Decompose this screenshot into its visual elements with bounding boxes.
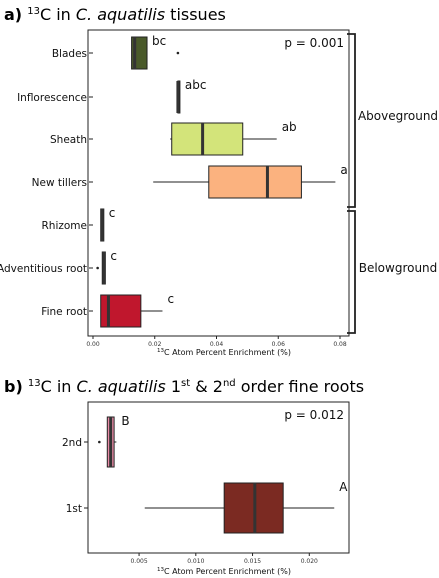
panel-a-boxes: bc abc ab a c c c [96, 34, 348, 328]
x-tick-label: 0.08 [333, 341, 347, 348]
significance-label-1st: A [339, 480, 348, 494]
panel-a-category-labels: Blades Inflorescence Sheath New tillers Rhiz… [0, 48, 93, 318]
panel-b-boxes: BA [98, 414, 348, 534]
panel-b-x-ticks: 0.005 0.010 0.015 0.020 [130, 553, 318, 565]
x-tick-label: 0.02 [148, 341, 162, 348]
box-new-tillers: a [153, 163, 348, 199]
panel-b-category-labels: 2nd 1st [62, 437, 88, 515]
category-label-inflorescence: Inflorescence [17, 92, 87, 104]
x-tick-label: 0.04 [210, 341, 224, 348]
panel-a-p-value: p = 0.001 [284, 36, 344, 50]
significance-label-inflorescence: abc [185, 78, 207, 92]
box-blades: bc [131, 34, 180, 70]
category-label-2nd: 2nd [62, 437, 82, 449]
outlier-point-blades [176, 51, 180, 55]
box-body-fine-root [100, 294, 142, 328]
significance-label-new-tillers: a [340, 163, 347, 177]
panel-a-x-axis-label: 13C Atom Percent Enrichment (%) [157, 348, 291, 357]
group-label-aboveground: Aboveground [358, 109, 438, 123]
panel-a-plot-area [87, 29, 350, 337]
significance-label-blades: bc [152, 34, 166, 48]
significance-label-sheath: ab [282, 120, 297, 134]
outlier-point-2nd [98, 440, 101, 444]
panel-a-x-ticks: 0.00 0.02 0.04 0.06 0.08 [86, 336, 347, 348]
box-rhizome: c [100, 206, 116, 242]
significance-label-rhizome: c [109, 206, 116, 220]
panel-a-title: a) 13C in C. aquatilis tissues [4, 5, 226, 24]
box-fine-root: c [100, 292, 174, 328]
category-label-adventitious-root: Adventitious root [0, 263, 87, 275]
category-label-rhizome: Rhizome [42, 220, 88, 232]
category-label-new-tillers: New tillers [32, 177, 87, 189]
category-label-blades: Blades [52, 48, 87, 60]
panel-b-plot-area [87, 401, 350, 554]
outlier-point-adventitious-root [96, 266, 99, 270]
panel-b-p-value: p = 0.012 [284, 408, 344, 422]
box-1st: A [144, 480, 348, 534]
box-body-sheath [171, 122, 244, 156]
panel-b-title: b) 13C in C. aquatilis 1st & 2nd order f… [4, 377, 364, 396]
box-adventitious-root: c [96, 249, 117, 285]
group-bracket-belowground: Belowground [347, 210, 438, 334]
category-label-1st: 1st [66, 503, 82, 515]
box-inflorescence: abc [176, 78, 207, 114]
significance-label-adventitious-root: c [110, 249, 117, 263]
x-tick-label: 0.020 [301, 558, 318, 565]
x-tick-label: 0.015 [244, 558, 261, 565]
group-bracket-aboveground: Aboveground [347, 33, 438, 208]
significance-label-fine-root: c [167, 292, 174, 306]
x-tick-label: 0.010 [187, 558, 204, 565]
x-tick-label: 0.00 [86, 341, 100, 348]
panel-b-x-axis-label: 13C Atom Percent Enrichment (%) [157, 567, 291, 576]
x-tick-label: 0.06 [272, 341, 286, 348]
x-tick-label: 0.005 [130, 558, 147, 565]
group-label-belowground: Belowground [359, 261, 438, 275]
box-2nd: B [98, 414, 130, 468]
category-label-fine-root: Fine root [41, 306, 87, 318]
category-label-sheath: Sheath [50, 134, 87, 146]
box-sheath: ab [170, 120, 297, 156]
box-body-new-tillers [208, 165, 302, 199]
significance-label-2nd: B [121, 414, 129, 428]
